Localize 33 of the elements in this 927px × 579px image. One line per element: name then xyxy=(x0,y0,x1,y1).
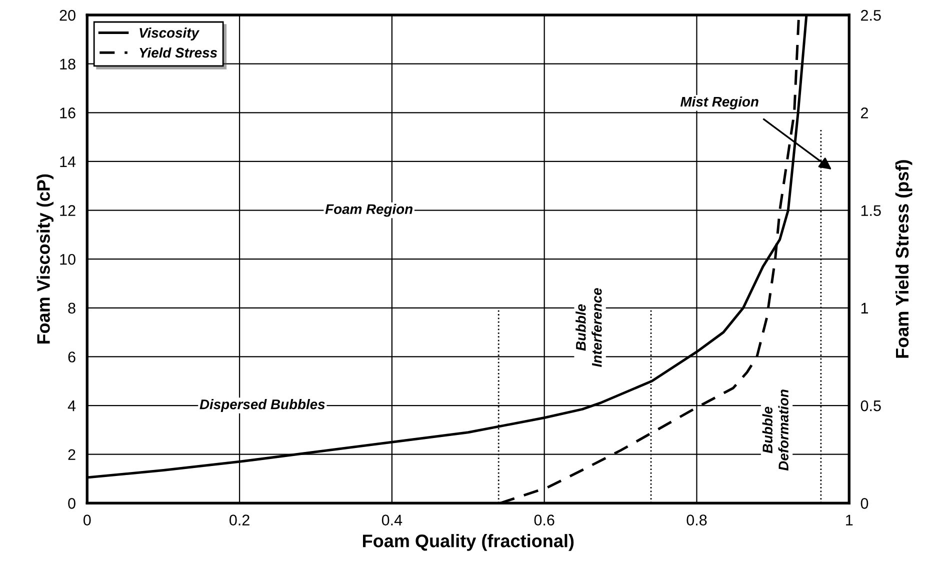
annotation: Foam Region xyxy=(325,204,412,217)
annotation: Dispersed Bubbles xyxy=(200,399,325,412)
x-tick-label: 0.2 xyxy=(230,514,250,526)
y-tick-label: 16 xyxy=(60,108,76,118)
y2-tick-label: 1 xyxy=(861,302,868,314)
y-tick-label: 2 xyxy=(68,449,76,460)
y2-tick-label: 0.5 xyxy=(860,400,881,412)
x-axis-title: Foam Quality (fractional) xyxy=(363,534,574,551)
legend-label: Yield Stress xyxy=(140,47,218,58)
y2-axis-title: Foam Yield Stress (psf) xyxy=(895,160,912,358)
annotation: Bubble Deformation xyxy=(762,390,788,471)
y-tick-label: 8 xyxy=(68,302,76,314)
y-tick-label: 18 xyxy=(60,58,76,70)
y-axis-title: Foam Viscosity (cP) xyxy=(36,174,54,344)
legend-label: Viscosity xyxy=(140,28,200,40)
x-tick-label: 0.6 xyxy=(534,514,554,526)
y2-tick-label: 2 xyxy=(861,108,868,118)
y2-tick-label: 2.5 xyxy=(861,10,881,21)
y-tick-label: 14 xyxy=(60,156,76,168)
y2-tick-label: 1.5 xyxy=(861,205,881,216)
y-tick-label: 20 xyxy=(60,10,76,21)
y-tick-label: 0 xyxy=(68,498,76,509)
x-tick-label: 1 xyxy=(846,514,853,526)
y-tick-label: 4 xyxy=(68,400,76,412)
annotation: Bubble Interference xyxy=(576,288,602,367)
x-tick-label: 0 xyxy=(83,514,91,526)
y2-tick-label: 0 xyxy=(860,498,868,509)
y-tick-label: 12 xyxy=(60,205,76,216)
y-tick-label: 10 xyxy=(60,254,76,265)
annotation: Mist Region xyxy=(680,96,758,110)
y-tick-label: 6 xyxy=(68,352,76,362)
x-tick-label: 0.4 xyxy=(382,514,402,526)
x-tick-label: 0.8 xyxy=(686,514,707,526)
